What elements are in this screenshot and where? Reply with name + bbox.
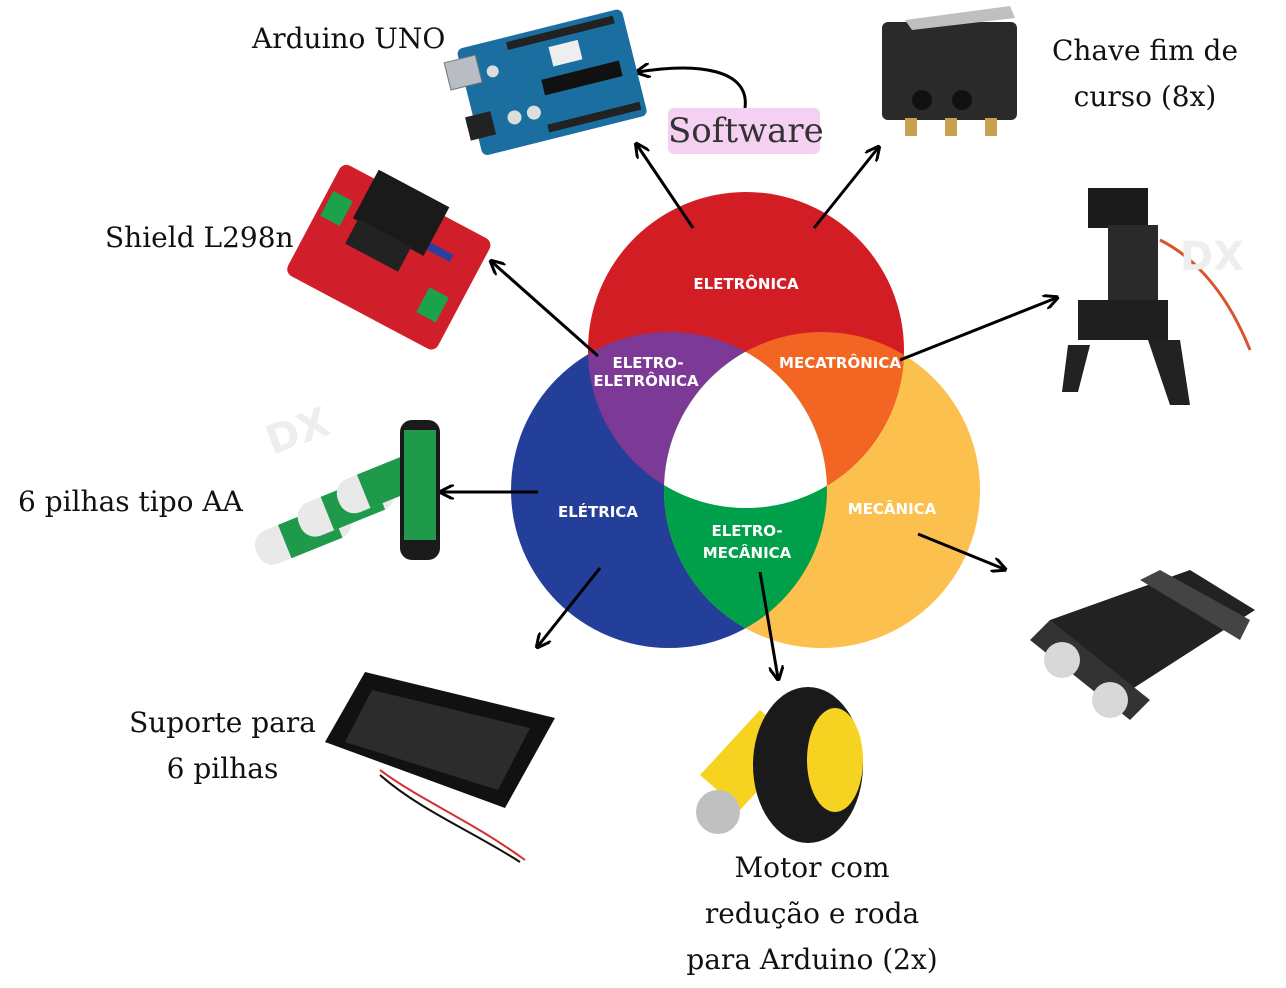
robot-gripper-image: DX bbox=[1062, 188, 1252, 405]
venn-label-eletrica: ELÉTRICA bbox=[558, 502, 638, 521]
label-chave-line-2: curso (8x) bbox=[1073, 80, 1217, 113]
label-suporte-line-1: Suporte para bbox=[129, 706, 316, 739]
label-motor-line-1: Motor com bbox=[734, 851, 890, 884]
label-chave-fim-de-curso: Chave fim de curso (8x) bbox=[1045, 28, 1245, 120]
batteries-image: DX bbox=[255, 399, 440, 565]
svg-text:DX: DX bbox=[260, 399, 336, 464]
label-shield-l298n: Shield L298n bbox=[105, 221, 294, 254]
label-software: Software bbox=[668, 111, 824, 151]
venn-label-mecanica: MECÂNICA bbox=[848, 499, 937, 518]
tank-chassis-image bbox=[1030, 570, 1255, 720]
arrow-to-shield bbox=[492, 262, 599, 358]
motor-wheel-image bbox=[696, 687, 863, 843]
arduino-uno-image bbox=[443, 9, 647, 155]
label-motor: Motor com redução e roda para Arduino (2… bbox=[672, 845, 952, 983]
arrow-to-chave bbox=[812, 148, 878, 229]
venn-label-mecatronica: MECATRÔNICA bbox=[779, 353, 901, 372]
dx-watermark: DX bbox=[1180, 234, 1244, 280]
arrow-to-gripper bbox=[899, 298, 1056, 362]
label-motor-line-3: para Arduino (2x) bbox=[686, 943, 938, 976]
arrow-to-chassis bbox=[917, 532, 1004, 569]
battery-holder-image bbox=[325, 672, 555, 863]
arrow-to-motor bbox=[758, 571, 778, 678]
arrow-to-arduino-from-software bbox=[638, 68, 747, 109]
arrows bbox=[442, 68, 1056, 678]
venn-label-eletro-eletronica-2: ELETRÔNICA bbox=[593, 371, 699, 390]
arrow-to-suporte bbox=[538, 567, 602, 646]
microswitch-image bbox=[882, 6, 1017, 136]
venn-label-eletro-mecanica-1: ELETRO- bbox=[711, 522, 782, 540]
label-chave-line-1: Chave fim de bbox=[1051, 34, 1239, 67]
label-motor-line-2: redução e roda bbox=[704, 897, 920, 930]
venn-label-eletronica: ELETRÔNICA bbox=[693, 274, 799, 293]
label-6-pilhas: 6 pilhas tipo AA bbox=[18, 485, 243, 518]
shield-l298n-image bbox=[287, 164, 491, 350]
label-suporte-pilhas: Suporte para 6 pilhas bbox=[120, 700, 325, 792]
venn-label-eletro-eletronica-1: ELETRO- bbox=[612, 354, 683, 372]
venn-diagram: ELETRÔNICA ELÉTRICA MECÂNICA ELETRO- ELE… bbox=[511, 192, 980, 648]
label-arduino-uno: Arduino UNO bbox=[252, 22, 446, 55]
venn-label-eletro-mecanica-2: MECÂNICA bbox=[703, 543, 792, 562]
software-highlight bbox=[668, 108, 820, 154]
label-suporte-line-2: 6 pilhas bbox=[166, 752, 279, 785]
arrow-to-arduino bbox=[637, 145, 695, 229]
